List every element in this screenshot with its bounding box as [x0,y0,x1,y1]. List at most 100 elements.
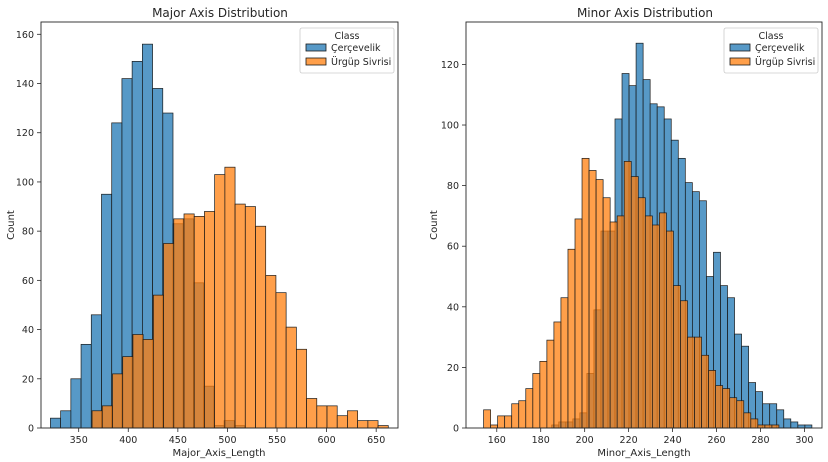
minor-axis-bar-urgup-2 [497,415,506,429]
minor-axis-bar-urgup-35 [729,397,738,429]
major-axis-bar-urgup-17 [265,275,277,429]
minor-axis-bar-urgup-16 [595,179,604,429]
minor-axis-y-tick-label-120: 120 [441,60,459,71]
major-axis-bar-urgup-3 [122,356,134,429]
minor-axis-x-tick-label-280: 280 [751,435,769,446]
major-axis-ticks: 350 400 450 500 550 600 650 0 20 40 60 80 100 120 140 1… [16,30,385,446]
minor-axis-bar-urgup-6 [525,388,534,429]
minor-axis-bar-urgup-33 [715,385,724,429]
minor-axis-bar-urgup-10 [553,321,562,429]
major-axis-legend-label-urgup: Ürgüp Sivrisi [331,57,391,68]
minor-axis-bar-urgup-25 [659,212,667,429]
major-axis-bar-urgup-19 [285,326,297,429]
major-axis-legend: Class Çerçevelik Ürgüp Sivrisi [299,27,395,74]
minor-axis-bar-urgup-8 [539,360,548,429]
major-axis-y-label: Count [6,210,17,240]
minor-axis-bar-urgup-29 [687,336,695,429]
major-axis-y-tick-label-0: 0 [28,424,34,435]
minor-axis-y-tick-label-40: 40 [447,302,459,313]
minor-axis-bar-urgup-23 [644,215,653,429]
minor-axis-bar-urgup-31 [701,354,709,429]
major-axis-y-tick-label-140: 140 [16,79,34,90]
major-axis-y-tick-label-80: 80 [22,227,34,238]
major-axis-bar-urgup-21 [306,398,318,429]
major-axis-bar-urgup-4 [132,334,144,429]
minor-axis-bar-urgup-5 [518,400,527,429]
minor-axis-bar-urgup-26 [666,230,674,429]
minor-axis-bar-urgup-4 [511,403,520,429]
minor-axis-bar-urgup-14 [581,157,590,429]
minor-axis-bar-urgup-24 [651,224,660,429]
minor-axis-bar-urgup-21 [630,176,639,429]
major-axis-bar-urgup-11 [204,211,215,429]
major-axis-x-tick-label-450: 450 [169,435,187,446]
major-axis-bar-urgup-8 [173,218,185,429]
minor-axis-y-label: Count [429,210,440,240]
minor-axis-bar-urgup-22 [637,197,646,429]
minor-axis-x-tick-label-240: 240 [663,435,681,446]
major-axis-bar-urgup-27 [367,420,379,429]
minor-axis-legend-swatch-urgup [729,57,751,66]
minor-axis-bar-urgup-9 [546,339,555,429]
minor-axis-legend-label-urgup: Ürgüp Sivrisi [755,57,815,68]
major-axis-bar-cercevelik-1 [60,410,72,429]
major-axis-y-tick-label-120: 120 [16,128,34,139]
minor-axis-bar-cercevelik-34 [790,421,799,429]
major-axis-bar-cercevelik-5 [101,193,113,429]
major-axis-x-label: Major_Axis_Length [172,448,265,459]
minor-axis-x-tick-label-160: 160 [488,435,506,446]
minor-axis-ticks: 160 180 200 220 240 260 280 300 0 20 40 60 80 100 120 [441,60,814,446]
minor-axis-bar-urgup-18 [609,221,618,429]
major-axis-y-tick-label-60: 60 [22,276,34,287]
major-axis-bar-cercevelik-3 [80,343,92,429]
major-axis-bar-urgup-10 [193,216,205,429]
minor-axis-legend-swatch-cercevelik [729,43,751,52]
minor-axis-x-label: Minor_Axis_Length [597,448,690,459]
major-axis-bar-urgup-18 [275,292,287,429]
minor-axis-bar-urgup-13 [574,218,583,429]
major-axis-bar-urgup-0 [91,410,103,429]
minor-axis-bar-cercevelik-36 [804,424,813,429]
minor-axis-bar-cercevelik-31 [769,403,778,429]
major-axis-y-tick-label-20: 20 [22,374,34,385]
major-axis-legend-swatch-urgup [305,57,327,66]
minor-axis-bar-urgup-30 [694,336,702,429]
major-axis-bar-urgup-12 [214,174,226,429]
major-axis-legend-label-cercevelik: Çerçevelik [331,43,381,54]
major-axis-y-tick-label-100: 100 [16,177,34,188]
minor-axis-bar-urgup-11 [560,297,569,429]
minor-axis-x-tick-label-200: 200 [576,435,594,446]
major-axis-bar-cercevelik-2 [70,378,82,429]
major-axis-chart: Major Axis Distribution 350 400 450 500 550 6… [6,6,399,459]
minor-axis-bar-urgup-1 [490,424,498,429]
minor-axis-bar-urgup-41 [771,424,780,429]
major-axis-legend-swatch-cercevelik [305,43,327,52]
major-axis-legend-title: Class [335,31,360,42]
minor-axis-legend-title: Class [759,31,784,42]
major-axis-x-tick-label-400: 400 [119,435,137,446]
major-axis-y-tick-label-160: 160 [16,30,34,41]
minor-axis-bar-urgup-15 [588,170,597,429]
minor-axis-y-tick-label-60: 60 [447,242,459,253]
major-axis-bar-urgup-15 [244,206,256,429]
major-axis-bar-urgup-13 [224,166,236,429]
major-axis-bar-urgup-22 [316,405,328,429]
major-axis-bar-urgup-6 [153,294,164,429]
major-axis-bar-urgup-5 [142,339,154,429]
major-axis-bar-urgup-1 [101,405,113,429]
minor-axis-bar-urgup-38 [750,418,759,429]
major-axis-bar-urgup-25 [347,410,358,429]
minor-axis-bar-urgup-37 [743,412,752,429]
minor-axis-chart: Minor Axis Distribution 160 180 200 220 240 2… [429,6,823,459]
minor-axis-y-tick-label-20: 20 [447,363,459,374]
major-axis-y-tick-label-40: 40 [22,325,34,336]
minor-axis-bar-urgup-19 [616,215,625,429]
minor-axis-bar-cercevelik-30 [762,403,771,429]
major-axis-bar-urgup-23 [326,405,338,429]
major-axis-bar-urgup-20 [296,348,307,429]
minor-axis-x-tick-label-260: 260 [707,435,725,446]
minor-axis-plot-frame [465,21,823,429]
minor-axis-bar-urgup-27 [673,285,681,429]
minor-axis-y-tick-label-80: 80 [447,181,459,192]
